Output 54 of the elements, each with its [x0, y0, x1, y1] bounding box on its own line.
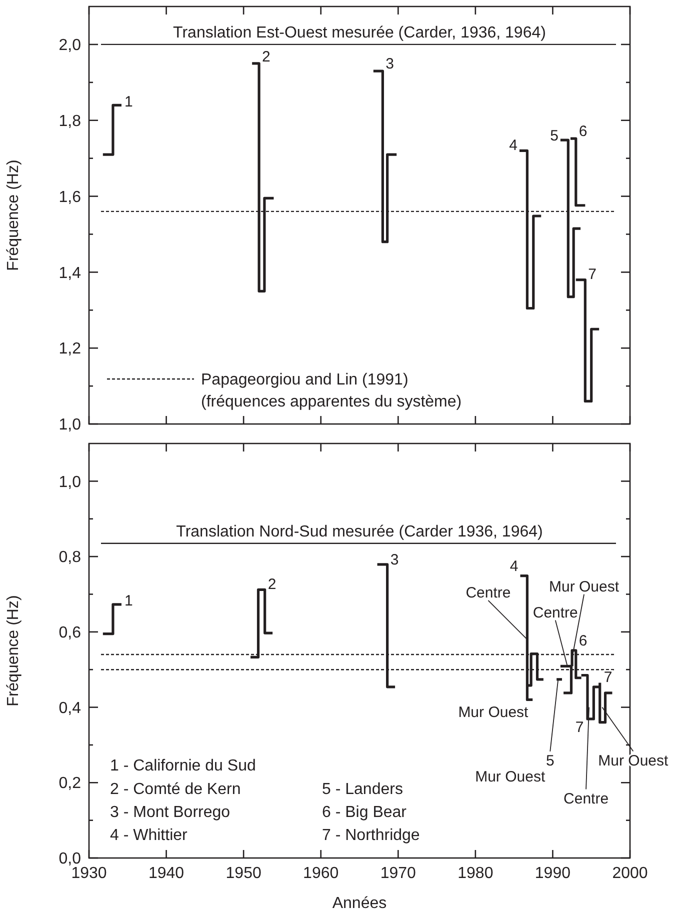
annotation: 1	[124, 93, 133, 110]
annotation: 7	[588, 266, 597, 284]
x-tick-label: 1970	[380, 865, 416, 882]
annotation: Centre	[564, 790, 609, 808]
x-axis-title: Années	[332, 895, 387, 912]
x-tick-label: 1950	[226, 865, 262, 882]
y-tick-label: 2,0	[58, 37, 82, 54]
annotation: 3	[386, 55, 394, 72]
y-tick-label: 0,8	[58, 549, 82, 566]
y-tick-label: 1,8	[58, 112, 82, 130]
y-axis-title: Fréquence (Hz)	[5, 595, 22, 706]
annotation: 6 - Big Bear	[322, 804, 408, 821]
annotation: Centre	[532, 604, 578, 622]
x-tick-label: 1990	[534, 865, 571, 882]
annotation: Mur Ouest	[549, 578, 620, 596]
annotation: 5	[550, 127, 558, 144]
y-tick-label: 1,4	[58, 264, 82, 282]
y-tick-label: 0,0	[58, 850, 82, 868]
x-tick-label: 1930	[71, 865, 107, 882]
y-tick-label: 0,6	[58, 624, 82, 642]
y-tick-label: 1,6	[58, 188, 82, 206]
y-tick-label: 0,2	[58, 775, 82, 792]
y-tick-label: 1,0	[58, 474, 82, 491]
annotation: 5	[546, 752, 554, 770]
annotation: 1	[124, 592, 133, 610]
ref-line-label: Translation Nord-Sud mesurée (Carder 1936, 1964)	[176, 523, 543, 540]
y-tick-label: 1,2	[58, 340, 82, 358]
annotation: 7	[604, 669, 612, 686]
annotation: 4	[509, 136, 518, 154]
annotation: 4 - Whittier	[110, 827, 188, 844]
ref-line-label: Translation Est-Ouest mesurée (Carder, 1936, 1964)	[173, 24, 546, 42]
y-axis-title: Fréquence (Hz)	[5, 160, 22, 271]
annotation: 3	[390, 552, 399, 569]
annotation: 6	[578, 632, 588, 650]
annotation: 7	[575, 719, 584, 736]
annotation: Mur Ouest	[475, 768, 546, 786]
annotation: 4	[510, 558, 518, 576]
annotation: Mur Ouest	[458, 704, 530, 721]
x-tick-label: 1980	[458, 865, 494, 882]
annotation: 7 - Northridge	[322, 827, 420, 844]
x-tick-label: 1940	[148, 865, 184, 882]
annotation: 6	[578, 122, 588, 140]
annotation: 2	[262, 48, 270, 66]
annotation: Papageorgiou and Lin (1991) (fréquences apparentes du système)	[201, 372, 462, 411]
annotation: 5 - Landers	[322, 780, 403, 798]
y-tick-label: 0,4	[58, 700, 82, 717]
annotation: 3 - Mont Borrego	[110, 804, 230, 821]
y-tick-label: 1,0	[58, 416, 82, 434]
annotation: 2 - Comté de Kern	[110, 780, 241, 798]
annotation: 1 - Californie du Sud	[110, 758, 256, 775]
x-tick-label: 2000	[612, 865, 648, 882]
x-tick-label: 1960	[303, 865, 339, 882]
annotation: Centre	[466, 584, 511, 602]
annotation: 2	[268, 576, 276, 593]
